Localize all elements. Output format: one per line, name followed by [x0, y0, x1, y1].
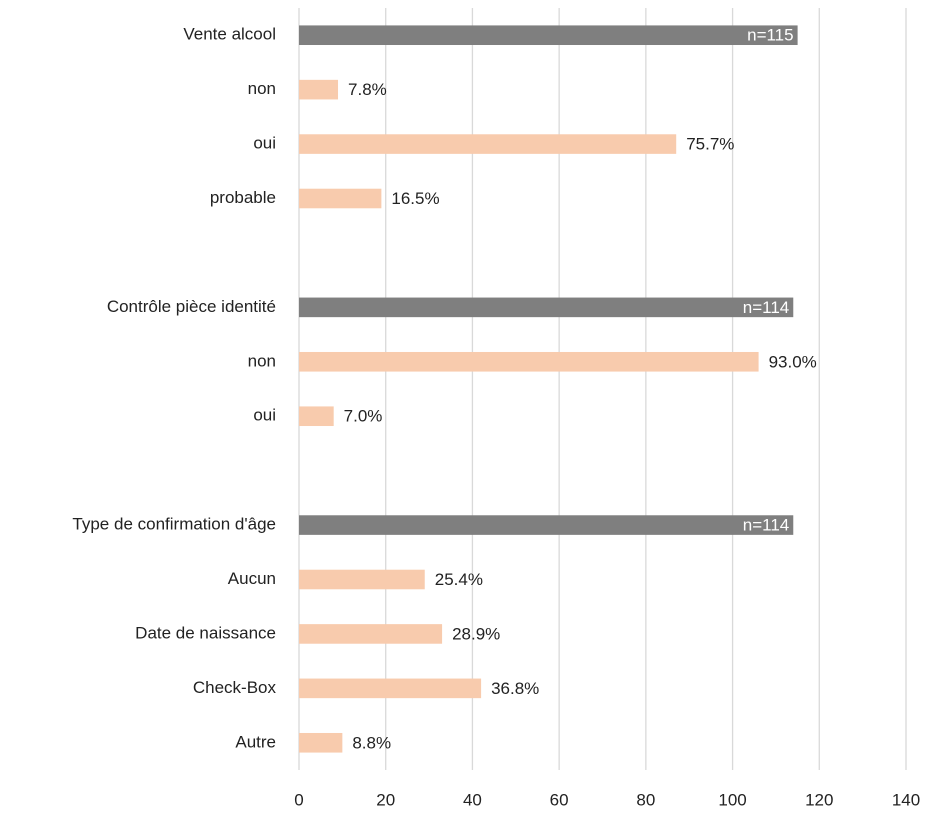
y-tick-label: Vente alcool	[183, 25, 276, 44]
bar	[299, 678, 482, 699]
data-label: 7.0%	[344, 407, 383, 426]
x-tick-label: 40	[463, 790, 482, 809]
y-tick-label: probable	[210, 188, 276, 207]
x-tick-label: 0	[294, 790, 303, 809]
data-label: 28.9%	[452, 624, 500, 643]
y-tick-label: Check-Box	[193, 678, 277, 697]
data-label: 25.4%	[435, 570, 483, 589]
bar	[299, 624, 443, 644]
data-label: 8.8%	[352, 733, 391, 752]
x-tick-label: 140	[892, 790, 920, 809]
y-tick-label: oui	[253, 134, 276, 153]
y-tick-label: Autre	[235, 732, 276, 751]
data-label: 7.8%	[348, 80, 387, 99]
y-tick-label: Contrôle pièce identité	[107, 297, 276, 316]
bar	[299, 406, 334, 427]
y-tick-label: Date de naissance	[135, 623, 276, 642]
bar	[299, 569, 425, 590]
bar	[299, 79, 339, 100]
y-tick-label: non	[248, 351, 276, 370]
bar	[299, 188, 382, 209]
data-label: n=114	[743, 298, 789, 317]
x-tick-label: 80	[636, 790, 655, 809]
bar	[299, 297, 794, 318]
y-tick-label: non	[248, 79, 276, 98]
bar	[299, 732, 343, 753]
x-tick-label: 100	[718, 790, 746, 809]
x-tick-label: 60	[550, 790, 569, 809]
data-label: 93.0%	[769, 352, 817, 371]
data-label: n=114	[743, 516, 789, 535]
x-tick-label: 20	[376, 790, 395, 809]
bar	[299, 351, 759, 372]
data-label: n=115	[747, 26, 793, 45]
y-tick-label: oui	[253, 406, 276, 425]
data-label: 36.8%	[491, 679, 539, 698]
x-tick-label: 120	[805, 790, 833, 809]
data-label: 75.7%	[686, 135, 734, 154]
data-label: 16.5%	[391, 189, 439, 208]
bar	[299, 515, 794, 535]
y-tick-label: Type de confirmation d'âge	[72, 515, 276, 534]
bar	[299, 134, 677, 154]
bar	[299, 25, 798, 46]
y-tick-label: Aucun	[228, 569, 276, 588]
